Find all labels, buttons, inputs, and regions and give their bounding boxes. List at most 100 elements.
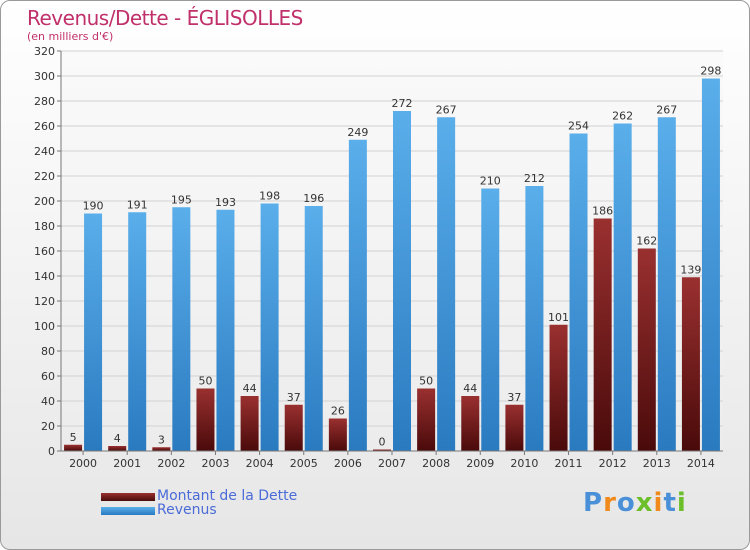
y-tick-label: 0 (48, 445, 55, 458)
chart-title: Revenus/Dette - ÉGLISOLLES (27, 6, 303, 30)
x-tick-label: 2011 (555, 457, 583, 470)
data-label-revenus: 272 (392, 97, 413, 110)
bar-revenus (525, 186, 544, 451)
bar-revenus (393, 111, 411, 451)
x-tick-label: 2003 (201, 457, 229, 470)
bar-revenus (128, 212, 147, 451)
data-label-revenus: 193 (215, 196, 236, 209)
data-label-dette: 44 (243, 382, 257, 395)
data-label-dette: 50 (198, 375, 212, 388)
data-label-dette: 37 (287, 391, 301, 404)
x-tick-label: 2010 (510, 457, 538, 470)
logo-letter: x (635, 488, 654, 518)
y-tick-label: 80 (41, 345, 55, 358)
proxiti-logo: Proxiti (583, 488, 687, 518)
bar-dette (152, 447, 171, 451)
bars-layer (64, 78, 720, 451)
grid-layer (61, 50, 723, 452)
y-tick-label: 160 (34, 245, 55, 258)
y-tick-label: 140 (34, 270, 55, 283)
axis-layer: 0204060801001201401601802002202402602803… (34, 45, 723, 470)
data-label-revenus: 267 (436, 103, 457, 116)
bar-dette (505, 404, 524, 451)
legend-swatch-revenus (101, 507, 155, 515)
data-label-revenus: 267 (656, 103, 677, 116)
y-tick-label: 200 (34, 195, 55, 208)
bar-dette (328, 418, 347, 451)
bar-dette (64, 444, 83, 451)
y-tick-label: 220 (34, 170, 55, 183)
data-label-revenus: 212 (524, 172, 545, 185)
legend-label-dette: Montant de la Dette (157, 488, 298, 504)
x-tick-label: 2006 (334, 457, 362, 470)
bar-dette (461, 396, 480, 451)
data-label-dette: 4 (114, 432, 121, 445)
bar-dette (240, 396, 259, 451)
bar-dette (108, 446, 127, 451)
x-tick-label: 2007 (378, 457, 406, 470)
y-tick-label: 300 (34, 70, 55, 83)
logo-letter: i (653, 488, 664, 518)
data-label-revenus: 196 (303, 192, 324, 205)
y-tick-label: 40 (41, 395, 55, 408)
data-label-dette: 0 (379, 436, 386, 449)
bar-revenus (569, 133, 588, 451)
data-label-dette: 3 (158, 433, 165, 446)
data-label-revenus: 190 (83, 200, 104, 213)
data-label-revenus: 191 (127, 198, 148, 211)
bar-dette (593, 218, 612, 451)
y-tick-label: 60 (41, 370, 55, 383)
logo-letter: t (663, 488, 677, 518)
legend-label-revenus: Revenus (157, 502, 217, 518)
logo-letter: i (676, 488, 687, 518)
y-tick-label: 20 (41, 420, 55, 433)
bar-revenus (84, 213, 103, 451)
data-label-revenus: 195 (171, 193, 192, 206)
data-label-dette: 5 (70, 431, 77, 444)
bar-revenus (657, 117, 676, 451)
data-label-revenus: 210 (480, 175, 501, 188)
x-tick-label: 2014 (687, 457, 715, 470)
data-label-revenus: 298 (700, 65, 721, 78)
data-label-dette: 26 (331, 405, 345, 418)
logo-letter: o (616, 488, 636, 518)
data-label-revenus: 198 (259, 190, 280, 203)
bar-dette (196, 388, 215, 451)
bar-dette (373, 449, 391, 451)
data-label-dette: 162 (636, 235, 657, 248)
logo-letter: P (583, 488, 604, 518)
x-tick-label: 2013 (643, 457, 671, 470)
x-tick-label: 2000 (69, 457, 97, 470)
x-tick-label: 2001 (113, 457, 141, 470)
labels-layer: 5 190 4 191 3 195 50 193 44 198 37 196 26 249 0 272 50 26… (70, 65, 722, 449)
data-label-dette: 37 (507, 391, 521, 404)
x-tick-label: 2005 (290, 457, 318, 470)
logo-letter: r (603, 488, 617, 518)
bar-revenus (172, 207, 191, 451)
y-tick-label: 260 (34, 120, 55, 133)
bar-revenus (260, 203, 279, 451)
bar-dette (284, 404, 303, 451)
y-tick-label: 280 (34, 95, 55, 108)
bar-revenus (613, 123, 632, 451)
y-tick-label: 320 (34, 45, 55, 58)
bar-revenus (304, 206, 323, 451)
bar-dette (637, 248, 656, 451)
bar-revenus (701, 78, 720, 451)
x-tick-label: 2004 (246, 457, 274, 470)
y-tick-label: 100 (34, 320, 55, 333)
bar-dette (417, 388, 436, 451)
x-tick-label: 2002 (157, 457, 185, 470)
data-label-dette: 186 (592, 205, 613, 218)
x-tick-label: 2009 (466, 457, 494, 470)
data-label-revenus: 262 (612, 110, 633, 123)
data-label-dette: 101 (548, 311, 569, 324)
y-tick-label: 240 (34, 145, 55, 158)
bar-dette (549, 324, 568, 451)
data-label-dette: 139 (680, 263, 701, 276)
bar-revenus (481, 188, 500, 451)
bar-revenus (216, 209, 235, 451)
data-label-revenus: 249 (347, 126, 368, 139)
